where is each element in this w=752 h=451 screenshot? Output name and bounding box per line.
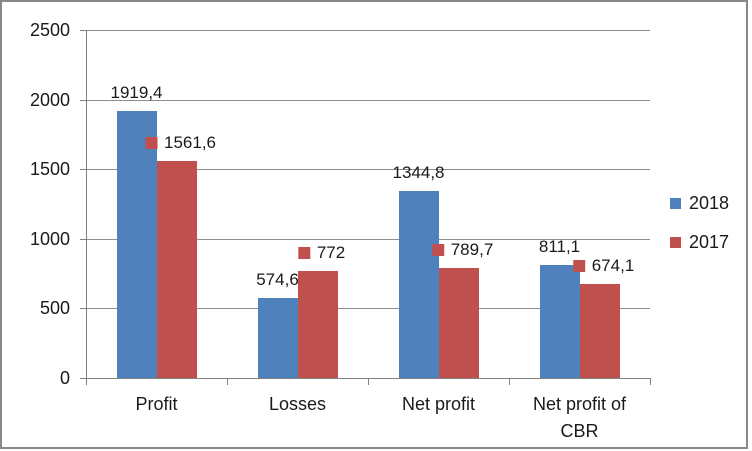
data-label-2018-profit: 1919,4 [111, 83, 163, 103]
data-label-2017-net-profit-of-cbr: 674,1 [572, 256, 635, 276]
category-label-profit: Profit [135, 394, 178, 414]
x-axis-tick [368, 379, 369, 385]
data-label-text: 789,7 [450, 240, 494, 260]
y-axis-tick [80, 308, 86, 310]
data-label-text: 1344,8 [392, 162, 445, 182]
legend-item-2017: 2017 [670, 232, 729, 252]
bar-2018-net-profit [398, 190, 439, 378]
x-axis-line [86, 378, 651, 379]
y-axis-tick-label: 1500 [29, 159, 70, 180]
legend-key-icon [431, 244, 444, 257]
x-axis-tick [227, 379, 228, 385]
gridline [86, 30, 650, 31]
legend-label-2018: 2018 [689, 193, 730, 213]
data-label-text: 1561,6 [164, 132, 216, 152]
bar-2017-losses [297, 270, 338, 378]
gridline [86, 308, 650, 310]
y-axis-tick-label: 2000 [29, 89, 70, 110]
series-2018-marker-icon [670, 197, 681, 209]
y-axis-tick [80, 30, 86, 31]
y-axis-tick [80, 238, 86, 240]
data-label-text: 772 [316, 242, 346, 262]
gridline [86, 238, 650, 240]
data-label-2017-net-profit: 789,7 [431, 240, 494, 260]
data-label-text: 574,6 [256, 270, 299, 290]
y-axis-tick [80, 378, 86, 379]
data-label-2017-profit: 1561,6 [145, 133, 216, 153]
data-label-2018-losses: 574,6 [256, 270, 299, 290]
y-axis-tick-label: 0 [59, 368, 70, 388]
data-label-2018-net-profit: 1344,8 [393, 163, 445, 183]
legend-key-icon [145, 136, 157, 149]
bar-2018-profit [116, 110, 157, 378]
bar-2017-net-profit-of-cbr [579, 284, 620, 378]
bar-2017-profit [156, 160, 197, 378]
x-axis-tick [650, 379, 651, 385]
bar-2017-net-profit [438, 268, 479, 378]
y-axis-line [86, 30, 87, 378]
bar-2018-losses [257, 298, 298, 378]
gridline [86, 99, 650, 101]
legend-item-2018: 2018 [670, 193, 729, 213]
bar-2018-net-profit-of-cbr [539, 265, 580, 378]
legend-label-2017: 2017 [689, 232, 730, 252]
x-axis-tick [509, 379, 510, 385]
legend-key-icon [297, 246, 310, 259]
y-axis-tick-label: 1000 [29, 228, 70, 249]
x-axis-tick [86, 379, 87, 385]
legend-key-icon [572, 260, 585, 273]
data-label-text: 811,1 [538, 237, 581, 257]
y-axis-tick-label: 500 [39, 298, 70, 319]
category-label-net-profit: Net profit [401, 394, 476, 414]
y-axis-tick-label: 2500 [29, 20, 70, 40]
data-label-text: 674,1 [591, 256, 635, 276]
gridline [86, 169, 650, 171]
y-axis-tick [80, 169, 86, 171]
legend: 2018 2017 [670, 193, 729, 252]
category-label-losses: Losses [268, 394, 327, 414]
data-label-text: 1919,4 [110, 82, 163, 102]
category-label-net-profit-of-cbr: Net profit of CBR [532, 394, 627, 441]
y-axis-tick [80, 99, 86, 101]
series-2017-marker-icon [670, 236, 681, 248]
data-label-2018-net-profit-of-cbr: 811,1 [539, 237, 580, 257]
data-label-2017-losses: 772 [297, 242, 346, 263]
